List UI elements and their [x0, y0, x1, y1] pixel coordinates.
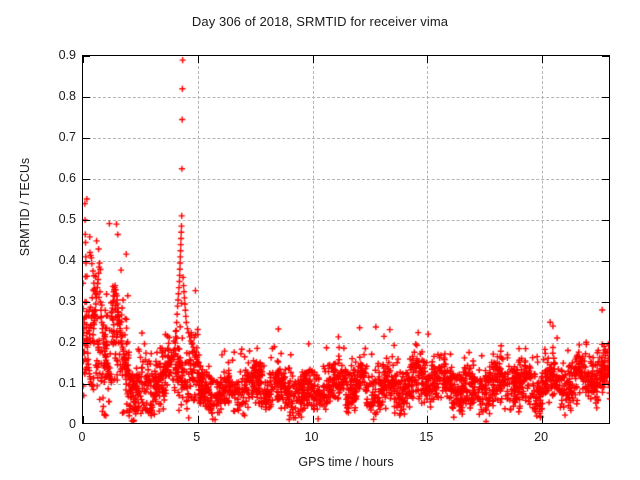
y-axis-label: SRMTID / TECUs [18, 157, 32, 257]
y-tick-mark [83, 97, 90, 98]
y-axis-tick-labels: 0 0.1 0.2 0.3 0.4 0.5 0.6 0.7 0.8 0.9 [26, 48, 76, 431]
y-tick-label: 0.1 [58, 376, 76, 390]
x-tick-label: 0 [78, 430, 86, 444]
y-tick-mark [602, 138, 609, 139]
x-tick-mark [427, 416, 429, 423]
y-tick-label: 0.6 [58, 171, 76, 185]
x-tick-mark [312, 56, 314, 63]
y-tick-mark [602, 261, 609, 262]
y-tick-label: 0.2 [58, 335, 76, 349]
y-tick-mark [602, 384, 609, 385]
page-title: Day 306 of 2018, SRMTID for receiver vim… [191, 14, 449, 29]
y-tick-mark [602, 179, 609, 180]
y-tick-label: 0.7 [58, 130, 76, 144]
y-tick-mark [602, 97, 609, 98]
x-tick-mark [83, 416, 84, 423]
y-tick-label: 0.5 [58, 212, 76, 226]
y-tick-label: 0.3 [58, 294, 76, 308]
x-tick-mark [542, 416, 544, 423]
plot-area [82, 55, 610, 424]
y-tick-mark [602, 220, 609, 221]
y-tick-label: 0.8 [58, 89, 76, 103]
y-tick-mark [83, 384, 90, 385]
y-tick-mark [83, 138, 90, 139]
y-tick-label: 0.4 [58, 253, 76, 267]
y-tick-mark [83, 220, 90, 221]
y-tick-mark [602, 343, 609, 344]
x-tick-mark [312, 416, 314, 423]
x-axis-tick-labels: 0 5 10 15 20 [79, 430, 610, 450]
y-tick-mark [602, 302, 609, 303]
y-tick-mark [83, 179, 90, 180]
y-tick-mark [83, 302, 90, 303]
x-tick-mark [197, 56, 199, 63]
x-tick-label: 20 [534, 430, 549, 444]
x-tick-label: 10 [304, 430, 319, 444]
y-tick-label: 0.9 [58, 48, 76, 62]
x-tick-mark [542, 56, 544, 63]
scatter-markers [83, 56, 609, 423]
x-axis-label: GPS time / hours [298, 455, 394, 469]
x-tick-label: 5 [193, 430, 201, 444]
y-tick-mark [83, 261, 90, 262]
y-tick-label: 0 [69, 417, 76, 431]
x-tick-mark [427, 56, 429, 63]
x-tick-label: 15 [419, 430, 434, 444]
x-tick-mark [83, 56, 84, 63]
y-tick-mark [83, 56, 90, 57]
y-tick-mark [602, 56, 609, 57]
x-tick-mark [197, 416, 199, 423]
y-tick-mark [83, 343, 90, 344]
